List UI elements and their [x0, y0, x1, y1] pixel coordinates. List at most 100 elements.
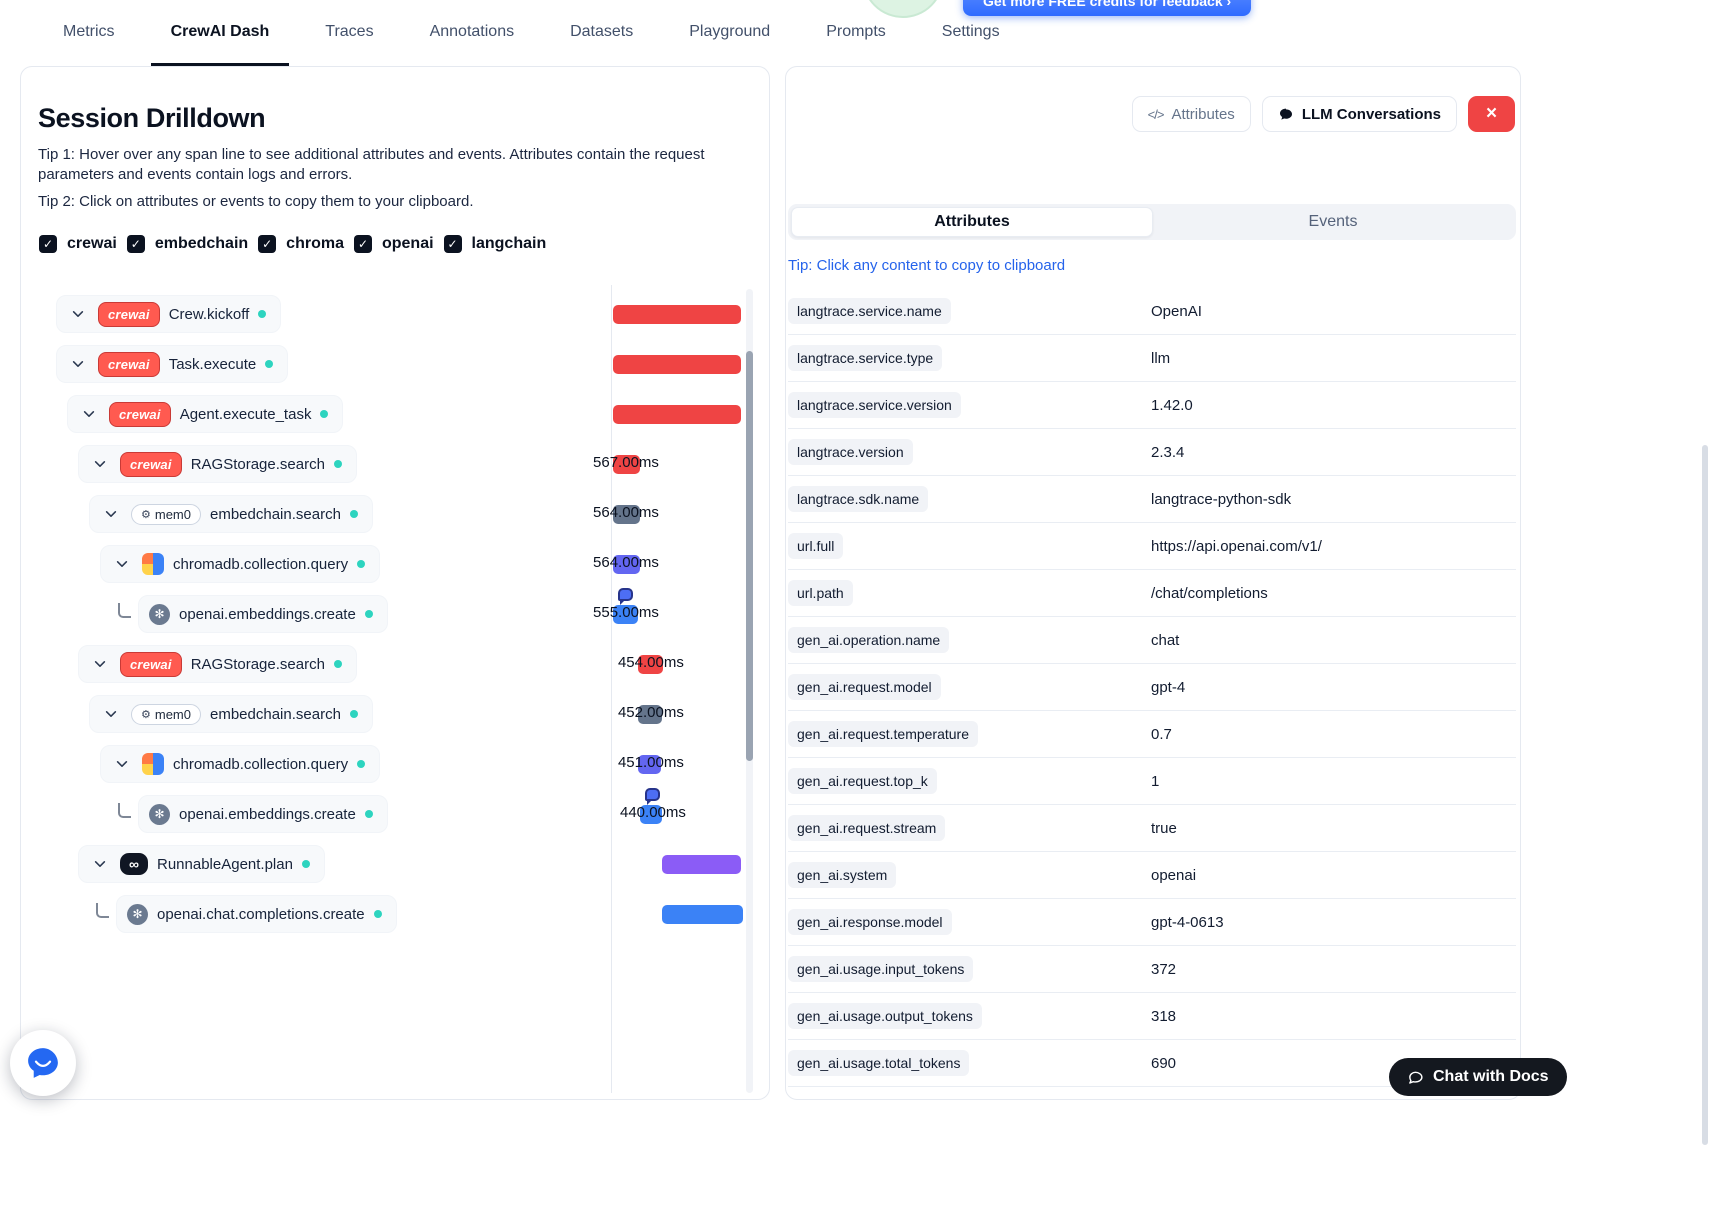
checkbox-embedchain[interactable]: ✓ — [126, 235, 145, 253]
attribute-value[interactable]: 690 — [1151, 1054, 1177, 1072]
attribute-key[interactable]: gen_ai.response.model — [788, 909, 952, 935]
attribute-value[interactable]: https://api.openai.com/v1/ — [1151, 537, 1322, 555]
attribute-value[interactable]: true — [1151, 819, 1177, 837]
attribute-key[interactable]: gen_ai.request.model — [788, 674, 941, 700]
close-button[interactable]: × — [1468, 96, 1515, 132]
span-duration-bar[interactable] — [613, 355, 742, 374]
span-duration-bar[interactable] — [662, 855, 742, 874]
attribute-value[interactable]: gpt-4-0613 — [1151, 913, 1224, 931]
attributes-button[interactable]: </> Attributes — [1131, 96, 1251, 132]
span-duration-bar[interactable] — [613, 455, 640, 474]
tab-events[interactable]: Events — [1308, 213, 1358, 230]
span-item-openai-chat-completions-create[interactable]: ✻ openai.chat.completions.create — [116, 895, 397, 933]
attribute-key[interactable]: url.full — [788, 533, 844, 559]
credits-button[interactable]: Get more FREE credits for feedback › — [963, 0, 1252, 16]
span-item-ragstorage-search[interactable]: crewai RAGStorage.search — [78, 445, 357, 483]
chat-with-docs-button[interactable]: Chat with Docs — [1389, 1058, 1567, 1096]
tab-prompts[interactable]: Prompts — [826, 22, 886, 40]
span-item-runnableagent-plan[interactable]: ∞ RunnableAgent.plan — [78, 845, 325, 883]
attribute-key[interactable]: gen_ai.operation.name — [788, 627, 950, 653]
checkbox-langchain[interactable]: ✓ — [443, 235, 462, 253]
attribute-value[interactable]: /chat/completions — [1151, 584, 1268, 602]
copy-tip-link[interactable]: Tip: Click any content to copy to clipbo… — [788, 257, 1066, 274]
chevron-down-icon[interactable] — [111, 757, 133, 771]
tab-crewai-dash[interactable]: CrewAI Dash — [150, 0, 290, 66]
attribute-key[interactable]: gen_ai.request.stream — [788, 815, 946, 841]
attribute-key[interactable]: gen_ai.request.top_k — [788, 768, 937, 794]
span-duration-bar[interactable] — [613, 605, 638, 624]
filter-chroma[interactable]: ✓ chroma — [258, 235, 344, 253]
attribute-value[interactable]: openai — [1151, 866, 1197, 884]
chevron-down-icon[interactable] — [78, 407, 100, 421]
attribute-value[interactable]: langtrace-python-sdk — [1151, 490, 1292, 508]
llm-conversations-button[interactable]: LLM Conversations — [1261, 96, 1457, 132]
attribute-value[interactable]: gpt-4 — [1151, 678, 1186, 696]
filter-crewai[interactable]: ✓ crewai — [39, 235, 117, 253]
attribute-key[interactable]: url.path — [788, 580, 853, 606]
attribute-value[interactable]: 372 — [1151, 960, 1177, 978]
attribute-key[interactable]: langtrace.service.version — [788, 392, 961, 418]
filter-checkboxes: ✓ crewai ✓ embedchain ✓ chroma ✓ openai ✓ langcha… — [39, 235, 546, 253]
attribute-value[interactable]: OpenAI — [1151, 302, 1202, 320]
span-item-chromadb-collection-query[interactable]: chromadb.collection.query — [100, 545, 381, 583]
attribute-key[interactable]: gen_ai.usage.input_tokens — [788, 956, 974, 982]
chevron-down-icon[interactable] — [111, 557, 133, 571]
span-item-task-execute[interactable]: crewai Task.execute — [56, 345, 289, 383]
page-scrollbar-thumb[interactable] — [1702, 445, 1708, 1145]
attribute-value[interactable]: chat — [1151, 631, 1180, 649]
chevron-down-icon[interactable] — [67, 307, 89, 321]
span-duration-bar[interactable] — [613, 555, 640, 574]
span-duration-bar[interactable] — [613, 405, 742, 424]
span-duration-bar[interactable] — [662, 905, 743, 924]
attribute-key[interactable]: gen_ai.usage.total_tokens — [788, 1050, 970, 1076]
span-item-embedchain-search[interactable]: ⚙ mem0 embedchain.search — [89, 695, 373, 733]
span-duration-bar[interactable] — [640, 805, 662, 824]
attribute-value[interactable]: 1.42.0 — [1151, 396, 1193, 414]
tab-annotations[interactable]: Annotations — [429, 22, 515, 40]
tree-scrollbar-thumb[interactable] — [746, 351, 753, 761]
tab-datasets[interactable]: Datasets — [570, 22, 634, 40]
filter-langchain[interactable]: ✓ langchain — [443, 235, 546, 253]
span-duration-bar[interactable] — [637, 755, 661, 774]
span-item-openai-embeddings-create[interactable]: ✻ openai.embeddings.create — [138, 795, 388, 833]
attribute-value[interactable]: 0.7 — [1151, 725, 1172, 743]
attribute-key[interactable]: langtrace.version — [788, 439, 913, 465]
checkbox-chroma[interactable]: ✓ — [258, 235, 277, 253]
chevron-down-icon[interactable] — [89, 857, 111, 871]
tab-attributes[interactable]: Attributes — [791, 207, 1153, 237]
chevron-down-icon[interactable] — [100, 507, 122, 521]
attribute-key[interactable]: gen_ai.request.temperature — [788, 721, 978, 747]
span-item-crew-kickoff[interactable]: crewai Crew.kickoff — [56, 295, 282, 333]
tab-settings[interactable]: Settings — [941, 22, 1000, 40]
span-item-chromadb-collection-query[interactable]: chromadb.collection.query — [100, 745, 381, 783]
attribute-key[interactable]: langtrace.service.type — [788, 345, 943, 371]
attribute-key[interactable]: gen_ai.system — [788, 862, 897, 888]
attribute-key[interactable]: langtrace.sdk.name — [788, 486, 929, 512]
filter-embedchain[interactable]: ✓ embedchain — [126, 235, 248, 253]
span-duration-bar[interactable] — [613, 505, 640, 524]
attribute-value[interactable]: 2.3.4 — [1151, 443, 1185, 461]
span-item-agent-execute-task[interactable]: crewai Agent.execute_task — [67, 395, 344, 433]
chevron-down-icon[interactable] — [89, 457, 111, 471]
chevron-down-icon[interactable] — [89, 657, 111, 671]
filter-openai[interactable]: ✓ openai — [353, 235, 434, 253]
attribute-key[interactable]: langtrace.service.name — [788, 298, 951, 324]
chevron-down-icon[interactable] — [100, 707, 122, 721]
span-duration-bar[interactable] — [637, 705, 662, 724]
attribute-value[interactable]: 318 — [1151, 1007, 1177, 1025]
chat-widget-button[interactable] — [10, 1030, 76, 1096]
checkbox-crewai[interactable]: ✓ — [39, 235, 57, 253]
chevron-down-icon[interactable] — [67, 357, 89, 371]
span-duration-bar[interactable] — [637, 655, 663, 674]
span-duration-bar[interactable] — [613, 305, 742, 324]
span-item-embedchain-search[interactable]: ⚙ mem0 embedchain.search — [89, 495, 373, 533]
attribute-key[interactable]: gen_ai.usage.output_tokens — [788, 1003, 982, 1029]
span-item-openai-embeddings-create[interactable]: ✻ openai.embeddings.create — [138, 595, 388, 633]
tab-playground[interactable]: Playground — [689, 22, 771, 40]
attribute-value[interactable]: llm — [1151, 349, 1171, 367]
tab-traces[interactable]: Traces — [325, 22, 374, 40]
attribute-value[interactable]: 1 — [1151, 772, 1160, 790]
tab-metrics[interactable]: Metrics — [63, 22, 115, 40]
span-item-ragstorage-search[interactable]: crewai RAGStorage.search — [78, 645, 357, 683]
checkbox-openai[interactable]: ✓ — [353, 235, 372, 253]
